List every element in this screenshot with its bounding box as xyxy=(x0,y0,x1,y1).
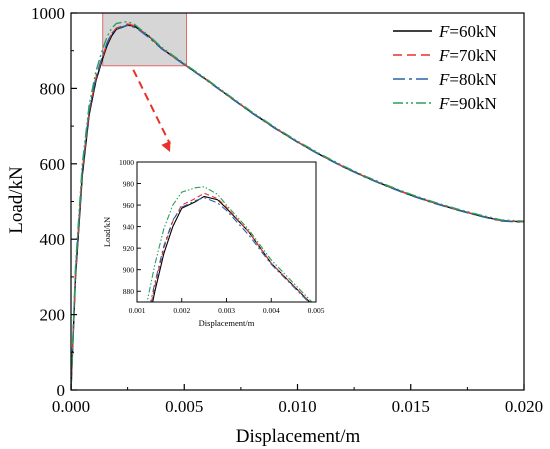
legend-label-4: F=90kN xyxy=(438,94,497,113)
inset-series-line-3 xyxy=(150,196,310,302)
main-plot: 0.000 0.005 0.010 0.015 0.020 0 200 400 600 800 10… xyxy=(31,4,543,416)
inset-y-tick-label: 940 xyxy=(123,223,135,232)
inset-series-line-2 xyxy=(150,192,311,302)
y-axis-title: Load/kN xyxy=(6,166,27,234)
y-tick-label: 0 xyxy=(57,381,66,400)
x-tick-label: 0.000 xyxy=(52,397,90,416)
series-line-4 xyxy=(71,20,524,390)
y-tick-label: 800 xyxy=(40,79,66,98)
inset-y-tick-label: 1000 xyxy=(119,158,134,167)
inset-x-tick-label: 0.004 xyxy=(263,306,280,315)
zoom-arrow-head xyxy=(161,140,171,152)
inset-x-tick-label: 0.002 xyxy=(173,306,190,315)
legend-label-3: F=80kN xyxy=(438,70,497,89)
y-tick-label: 600 xyxy=(40,155,66,174)
series-line-3 xyxy=(71,24,524,390)
y-tick-label: 400 xyxy=(40,230,66,249)
inset-y-tick-label: 960 xyxy=(123,201,135,210)
x-axis-title: Displacement/m xyxy=(236,426,361,447)
zoom-arrow xyxy=(132,69,171,152)
inset-x-tick-label: 0.005 xyxy=(308,306,325,315)
inset-y-axis-title: Load/kN xyxy=(102,217,112,247)
inset-y-tick-label: 980 xyxy=(123,180,135,189)
inset-y-tick-label: 900 xyxy=(123,266,135,275)
x-tick-label: 0.020 xyxy=(505,397,543,416)
legend: F=60kN F=70kN F=80kN F=90kN xyxy=(393,22,497,113)
inset-x-tick-label: 0.003 xyxy=(218,306,235,315)
x-tick-label: 0.010 xyxy=(278,397,316,416)
legend-label-2: F=70kN xyxy=(438,46,497,65)
legend-label-1: F=60kN xyxy=(438,22,497,41)
inset-series-lines xyxy=(146,186,313,302)
inset-x-axis-title: Displacement/m xyxy=(199,318,255,328)
inset-x-tick-label: 0.001 xyxy=(129,306,146,315)
inset-y-tick-label: 920 xyxy=(123,244,135,253)
y-tick-label: 200 xyxy=(40,306,66,325)
inset-plot: 0.001 0.002 0.003 0.004 0.005 880 900 920 940 960… xyxy=(100,158,325,358)
x-tick-label: 0.015 xyxy=(392,397,430,416)
inset-series-line-4 xyxy=(146,186,313,302)
zoom-region-box xyxy=(102,12,188,67)
inset-y-tick-label: 880 xyxy=(123,287,135,296)
y-tick-label: 1000 xyxy=(31,4,65,23)
series-lines xyxy=(71,20,524,390)
zoom-arrow-line xyxy=(132,69,171,145)
x-tick-label: 0.005 xyxy=(165,397,203,416)
